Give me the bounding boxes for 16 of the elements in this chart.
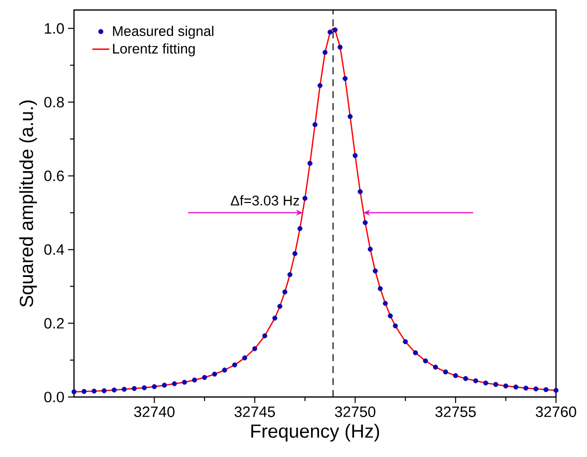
x-tick-label: 32745	[234, 406, 275, 418]
legend-label: Lorentz fitting	[113, 43, 195, 56]
x-tick-label: 32750	[334, 406, 376, 418]
x-tick-label: 32740	[134, 406, 175, 418]
y-tick-label: 0.4	[44, 244, 64, 255]
legend-label: Measured signal	[113, 26, 214, 39]
y-tick-label: 0.6	[44, 170, 64, 182]
y-tick-label: 0.2	[44, 318, 64, 329]
annotation: Δf=3.03 Hz	[230, 195, 300, 206]
x-tick-label: 32760	[536, 406, 576, 418]
y-tick-label: 0.0	[44, 392, 64, 402]
x-axis-title: Frequency (Hz)	[251, 424, 380, 442]
x-tick-label: 32755	[435, 406, 476, 418]
y-tick-label: 0.8	[44, 96, 64, 108]
y-axis-title: Squared amplitude (a.u.)	[19, 100, 37, 307]
y-tick-label: 1.0	[44, 23, 64, 34]
